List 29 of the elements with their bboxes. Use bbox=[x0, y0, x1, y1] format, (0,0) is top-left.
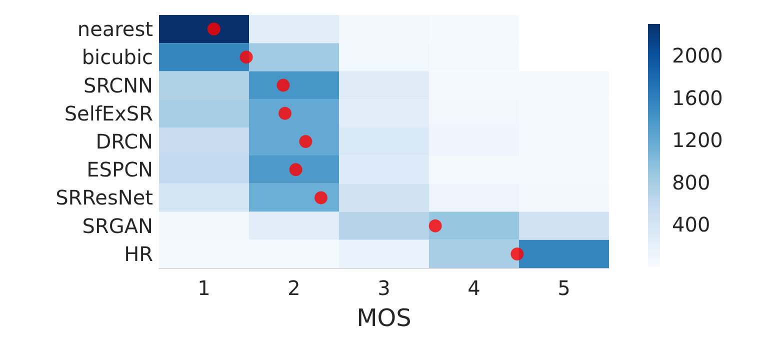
color-bar-label: 800 bbox=[672, 170, 710, 194]
y-tick-label: SRCNN bbox=[84, 73, 153, 98]
point bbox=[299, 135, 312, 148]
color-bar-label: 400 bbox=[672, 212, 710, 237]
y-tick-label: nearest bbox=[77, 17, 154, 42]
y-tick-label: SRResNet bbox=[56, 186, 154, 210]
y-tick-label: SRGAN bbox=[82, 214, 153, 238]
point bbox=[314, 191, 328, 204]
color-bar-label: 1200 bbox=[672, 128, 723, 152]
x-tick-label: 2 bbox=[288, 276, 300, 300]
y-tick-label: ESPCN bbox=[86, 158, 153, 182]
color-bar-label: 1600 bbox=[672, 86, 723, 110]
x-axis-title: MOS bbox=[356, 304, 412, 332]
y-tick-label: bicubic bbox=[82, 45, 153, 70]
y-tick-label: DRCN bbox=[96, 130, 153, 154]
x-tick-label: 5 bbox=[558, 276, 570, 300]
y-tick-label: HR bbox=[124, 242, 154, 266]
x-tick-label: 1 bbox=[198, 276, 210, 300]
point bbox=[510, 247, 524, 260]
point bbox=[207, 22, 220, 36]
color-bar-label: 2000 bbox=[672, 44, 723, 68]
point bbox=[278, 106, 292, 120]
point bbox=[240, 50, 253, 64]
point bbox=[428, 219, 442, 232]
y-tick-label: SelfExSR bbox=[64, 101, 154, 126]
x-tick-label: 3 bbox=[378, 276, 390, 300]
point bbox=[289, 163, 302, 176]
point bbox=[276, 78, 290, 92]
x-tick-label: 4 bbox=[468, 276, 480, 300]
